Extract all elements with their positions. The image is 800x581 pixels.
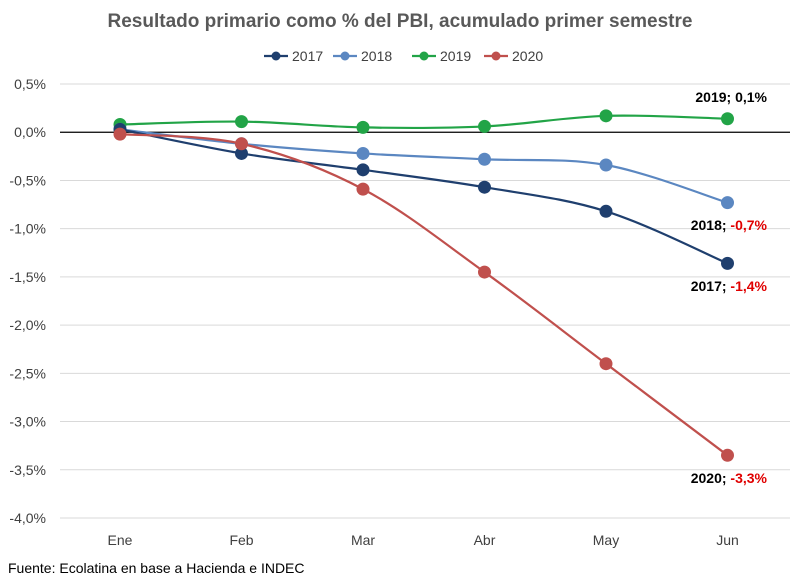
series-2019 — [113, 109, 734, 134]
data-point — [356, 146, 370, 160]
data-point — [478, 265, 491, 279]
y-tick-label: -0,5% — [9, 172, 46, 188]
y-tick-label: -3,5% — [9, 462, 46, 478]
y-tick-label: -4,0% — [9, 510, 46, 526]
y-tick-label: 0,5% — [14, 76, 46, 92]
data-point — [599, 109, 613, 123]
data-point — [478, 180, 491, 194]
data-point — [235, 146, 248, 160]
x-tick-label: Mar — [351, 532, 375, 548]
legend-marker — [491, 51, 501, 61]
series-line-2018 — [119, 128, 728, 204]
legend-item-2020: 2020 — [484, 48, 543, 64]
data-point — [235, 137, 248, 151]
data-point — [356, 182, 370, 196]
x-tick-label: Jun — [716, 532, 739, 548]
series-2018 — [113, 122, 734, 210]
y-axis: 0,5% 0,0% -0,5% -1,0% -1,5% -2,0% -2,5% -3,0% -3… — [9, 76, 46, 526]
data-point — [599, 158, 613, 172]
series-line-2019 — [119, 114, 728, 130]
y-tick-label: -1,0% — [9, 221, 46, 237]
legend-label: 2019 — [440, 48, 471, 64]
legend-item-2018: 2018 — [333, 48, 392, 64]
data-point — [721, 112, 734, 126]
legend-item-2019: 2019 — [412, 48, 471, 64]
series-group — [113, 109, 734, 462]
x-tick-label: Ene — [108, 532, 133, 548]
data-point — [235, 115, 248, 129]
legend-label: 2017 — [292, 48, 323, 64]
data-point — [478, 152, 491, 166]
data-point — [356, 163, 370, 177]
legend-marker — [271, 51, 281, 61]
data-point — [478, 119, 491, 133]
data-point — [599, 357, 613, 371]
y-tick-label: -2,0% — [9, 317, 46, 333]
y-tick-label: -3,0% — [9, 414, 46, 430]
y-tick-label: -1,5% — [9, 269, 46, 285]
series-2020 — [113, 127, 734, 462]
annotations: 2019; 0,1% 2018; -0,7% 2017; -1,4% 2020; -3… — [691, 89, 768, 486]
chart-title: Resultado primario como % del PBI, acumu… — [108, 11, 693, 32]
series-2017 — [113, 122, 734, 270]
data-point — [721, 196, 734, 210]
y-tick-label: 0,0% — [14, 124, 46, 140]
data-point — [113, 127, 127, 141]
annotation-2019: 2019; 0,1% — [695, 89, 767, 105]
legend-marker — [340, 51, 350, 61]
data-point — [599, 204, 613, 218]
gridlines — [60, 83, 790, 519]
legend-marker — [419, 51, 429, 61]
data-point — [721, 448, 734, 462]
y-tick-label: -2,5% — [9, 365, 46, 381]
x-tick-label: May — [593, 532, 619, 548]
legend-label: 2018 — [361, 48, 392, 64]
source-note: Fuente: Ecolatina en base a Hacienda e I… — [8, 560, 305, 576]
annotation-2020: 2020; -3,3% — [691, 470, 768, 486]
annotation-2018: 2018; -0,7% — [691, 217, 768, 233]
legend: 2017 2018 2019 2020 — [264, 48, 543, 64]
data-point — [721, 256, 734, 270]
data-point — [356, 120, 370, 134]
x-tick-label: Abr — [474, 532, 496, 548]
legend-item-2017: 2017 — [264, 48, 323, 64]
series-line-2020 — [119, 133, 729, 457]
legend-label: 2020 — [512, 48, 543, 64]
annotation-2017: 2017; -1,4% — [691, 278, 768, 294]
x-axis: Ene Feb Mar Abr May Jun — [108, 532, 739, 548]
x-tick-label: Feb — [229, 532, 253, 548]
series-line-2017 — [119, 128, 728, 265]
